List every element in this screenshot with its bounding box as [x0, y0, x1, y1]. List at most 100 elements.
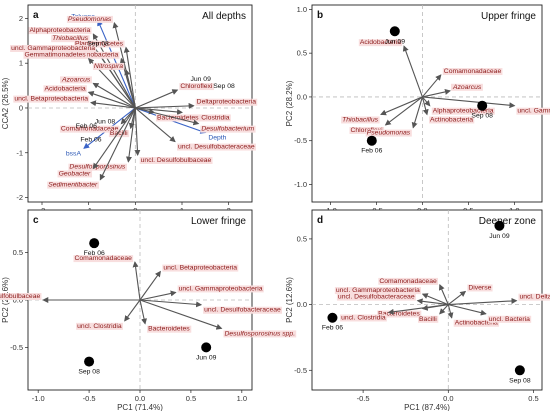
vector-label-text: Acidobacteria [44, 85, 85, 92]
vector-label-text: uncl. Gammaproteobacteria [11, 45, 95, 52]
vector-label-bg [76, 322, 123, 330]
vector-label: uncl. Betaproteobacteria [13, 95, 90, 103]
vector-label: uncl. Desulfobulbaceae [139, 156, 213, 164]
vector-label-text: uncl. Bacteria [489, 316, 530, 323]
vector-label-text: Bacilli [110, 130, 128, 137]
vector-label-bg [429, 116, 475, 124]
vector-arrow [416, 298, 449, 306]
vector-label-bg [13, 95, 90, 103]
y-tick-label: -0.5 [294, 366, 307, 375]
vector-label-text: uncl. Clostridia [77, 323, 122, 330]
vector-label: Comamonadaceae [442, 68, 503, 76]
vector-label-bg [10, 45, 97, 53]
vector-label-bg [66, 15, 113, 23]
vector-label: Bacilli [108, 130, 130, 138]
panel-title: All depths [202, 11, 246, 22]
vector-label-text: Desulfosporosinus spp. [224, 330, 295, 337]
vector-label-bg [467, 284, 493, 292]
vector-label: uncl. Clostridia [340, 314, 387, 322]
vector-label: uncl. Desulfobacteraceae [203, 306, 283, 314]
vector-arrow [447, 290, 467, 306]
vector-arrow [99, 107, 136, 181]
vector-label: Chloroflexi [179, 83, 214, 91]
vector-label-bg [43, 85, 87, 93]
vector-arrow [439, 304, 449, 315]
y-tick-label: 0.0 [297, 92, 307, 101]
sample-label: Sep 08 [213, 83, 235, 90]
vector-label: Alphaproteobacteria [431, 107, 495, 115]
vector-label: uncl. Bacteria [487, 315, 532, 323]
vector-label: uncl. Clostridia [76, 322, 123, 330]
vector-label-bg [516, 107, 550, 115]
vector-label-text: Alphaproteobacteria [29, 27, 90, 34]
vector-arrow [132, 261, 141, 301]
sample-label: Feb 06 [322, 325, 343, 332]
vector-arrow [92, 82, 136, 109]
vector-label-bg [57, 170, 93, 178]
vector-arrow [92, 107, 136, 170]
vector-label: Alphaproteobacteria [28, 27, 92, 35]
vector-label-text: Chloroflexi [180, 83, 213, 90]
sample-point [514, 365, 525, 376]
vector-label-text: Bacteroidetes [148, 326, 190, 333]
vector-label-text: Comamonadaceae [74, 255, 132, 262]
panel-letter: c [33, 215, 39, 226]
vector-label: Actinobacteria [74, 51, 120, 59]
sample-label: Jun 08 [95, 119, 116, 126]
x-tick-label: -0.5 [83, 394, 96, 403]
vector-label-text: Geobacter [59, 170, 91, 177]
vector-label-bg [162, 264, 239, 272]
vector-label-bg [147, 325, 192, 333]
vector-label: Pseudomonas [66, 15, 113, 23]
vector-label: Acidobacteria [43, 85, 87, 93]
y-axis-label: CCA2 (26.5%) [1, 77, 10, 129]
vector-label: Depth [208, 135, 226, 142]
vector-label-bg [23, 51, 88, 59]
y-tick-label: 1.0 [297, 5, 307, 14]
vector-label-bg [223, 330, 297, 338]
vector-label-text: bssA [66, 150, 82, 157]
vector-label: uncl. Clostridia [184, 114, 231, 122]
sample-label: Jun 09 [385, 38, 406, 45]
panel-title: Lower fringe [191, 216, 246, 227]
x-axis-label: PC1 (87.4%) [404, 403, 450, 411]
vector-arrow [411, 96, 423, 129]
y-tick-label: 0.0 [297, 300, 307, 309]
vector-label: uncl. Desulfobacteraceae [177, 143, 256, 151]
vector-label-bg [340, 314, 387, 322]
sample-point [389, 26, 400, 37]
vector-label: Bacteroidetes [377, 310, 422, 318]
sample-label: Feb 06 [84, 250, 105, 257]
vector-arrow [448, 297, 518, 306]
vector-label-text: Azoarcus [61, 76, 91, 83]
vector-arrow [421, 74, 442, 98]
panel-letter: b [317, 10, 323, 21]
vector-label-text: Actinobacteria [455, 320, 498, 327]
vector-label-text: uncl. Desulfobulbaceae [0, 293, 40, 300]
vector-label: uncl. Deltaproteobacteria [518, 293, 550, 301]
sample-point [327, 312, 338, 323]
sample-point [201, 342, 212, 353]
vector-label-text: Thiobacillus [52, 35, 88, 42]
vector-arrow [448, 304, 487, 316]
y-tick-label: 0.5 [297, 49, 307, 58]
panel-letter: a [33, 10, 39, 21]
y-tick-label: 0.5 [297, 234, 307, 243]
vector-label-bg [451, 83, 483, 91]
panel-title: Upper fringe [481, 11, 536, 22]
vector-label-text: Depth [208, 135, 226, 142]
vector-arrow [384, 96, 423, 126]
vector-arrow [135, 102, 195, 109]
vector-arrow [447, 304, 454, 319]
vector-arrow [123, 46, 136, 109]
y-tick-label: -1.0 [294, 180, 307, 189]
x-tick-label: 0.0 [443, 394, 453, 403]
vector-arrow [124, 68, 136, 109]
y-axis-label: PC2 (28.2%) [285, 80, 294, 126]
vector-label-bg [365, 129, 412, 137]
vector-label: uncl. Desulfobacteraceae [336, 293, 416, 301]
vector-label-text: uncl. Betaproteobacteria [14, 96, 88, 103]
vector-label-text: uncl. Gammaproteobacteria [179, 285, 263, 292]
vector-label: Acidobacteria [358, 39, 403, 47]
